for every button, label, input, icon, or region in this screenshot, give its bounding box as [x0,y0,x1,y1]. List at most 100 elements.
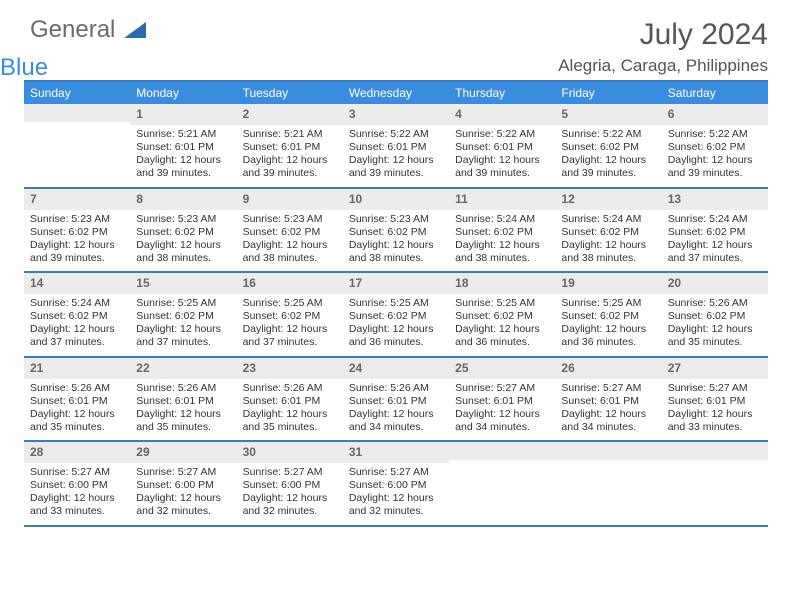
day-number: 19 [555,273,661,294]
sunset-text: Sunset: 6:02 PM [668,141,762,154]
day-body: Sunrise: 5:26 AMSunset: 6:01 PMDaylight:… [24,379,130,441]
sunset-text: Sunset: 6:01 PM [136,141,230,154]
day-cell: 29Sunrise: 5:27 AMSunset: 6:00 PMDayligh… [130,442,236,525]
daylight-text: Daylight: 12 hours and 36 minutes. [349,323,443,349]
day-header-cell: Friday [555,82,661,104]
daylight-text: Daylight: 12 hours and 37 minutes. [243,323,337,349]
daylight-text: Daylight: 12 hours and 39 minutes. [349,154,443,180]
day-cell: 31Sunrise: 5:27 AMSunset: 6:00 PMDayligh… [343,442,449,525]
sunrise-text: Sunrise: 5:23 AM [349,213,443,226]
day-body: Sunrise: 5:23 AMSunset: 6:02 PMDaylight:… [24,210,130,272]
sunrise-text: Sunrise: 5:23 AM [30,213,124,226]
sunset-text: Sunset: 6:02 PM [349,226,443,239]
day-body: Sunrise: 5:21 AMSunset: 6:01 PMDaylight:… [130,125,236,187]
sunset-text: Sunset: 6:02 PM [243,226,337,239]
day-cell: 4Sunrise: 5:22 AMSunset: 6:01 PMDaylight… [449,104,555,187]
day-cell [449,442,555,525]
sunset-text: Sunset: 6:00 PM [30,479,124,492]
day-body: Sunrise: 5:23 AMSunset: 6:02 PMDaylight:… [343,210,449,272]
sunrise-text: Sunrise: 5:25 AM [561,297,655,310]
sunrise-text: Sunrise: 5:22 AM [561,128,655,141]
day-number: 31 [343,442,449,463]
day-cell: 24Sunrise: 5:26 AMSunset: 6:01 PMDayligh… [343,358,449,441]
title-block: July 2024 Alegria, Caraga, Philippines [558,18,768,76]
day-cell: 26Sunrise: 5:27 AMSunset: 6:01 PMDayligh… [555,358,661,441]
day-body: Sunrise: 5:24 AMSunset: 6:02 PMDaylight:… [555,210,661,272]
day-number: 11 [449,189,555,210]
sunrise-text: Sunrise: 5:25 AM [243,297,337,310]
sunset-text: Sunset: 6:01 PM [668,395,762,408]
sunrise-text: Sunrise: 5:27 AM [561,382,655,395]
day-cell: 28Sunrise: 5:27 AMSunset: 6:00 PMDayligh… [24,442,130,525]
sunrise-text: Sunrise: 5:23 AM [136,213,230,226]
day-body: Sunrise: 5:24 AMSunset: 6:02 PMDaylight:… [662,210,768,272]
sunset-text: Sunset: 6:02 PM [561,310,655,323]
day-cell: 1Sunrise: 5:21 AMSunset: 6:01 PMDaylight… [130,104,236,187]
day-cell: 10Sunrise: 5:23 AMSunset: 6:02 PMDayligh… [343,189,449,272]
day-number: 28 [24,442,130,463]
logo: General Blue [24,18,146,66]
day-cell: 5Sunrise: 5:22 AMSunset: 6:02 PMDaylight… [555,104,661,187]
day-cell: 23Sunrise: 5:26 AMSunset: 6:01 PMDayligh… [237,358,343,441]
daylight-text: Daylight: 12 hours and 36 minutes. [455,323,549,349]
day-cell: 9Sunrise: 5:23 AMSunset: 6:02 PMDaylight… [237,189,343,272]
sunset-text: Sunset: 6:01 PM [349,141,443,154]
day-cell: 11Sunrise: 5:24 AMSunset: 6:02 PMDayligh… [449,189,555,272]
sunset-text: Sunset: 6:02 PM [136,226,230,239]
day-body: Sunrise: 5:27 AMSunset: 6:01 PMDaylight:… [449,379,555,441]
day-body: Sunrise: 5:25 AMSunset: 6:02 PMDaylight:… [237,294,343,356]
sunrise-text: Sunrise: 5:26 AM [349,382,443,395]
day-body [555,460,661,469]
daylight-text: Daylight: 12 hours and 35 minutes. [30,408,124,434]
day-number: 18 [449,273,555,294]
sunset-text: Sunset: 6:01 PM [243,141,337,154]
day-body: Sunrise: 5:21 AMSunset: 6:01 PMDaylight:… [237,125,343,187]
daylight-text: Daylight: 12 hours and 39 minutes. [30,239,124,265]
day-number: 29 [130,442,236,463]
daylight-text: Daylight: 12 hours and 39 minutes. [243,154,337,180]
day-cell: 27Sunrise: 5:27 AMSunset: 6:01 PMDayligh… [662,358,768,441]
day-number: 21 [24,358,130,379]
day-number [662,442,768,460]
daylight-text: Daylight: 12 hours and 38 minutes. [349,239,443,265]
day-cell: 13Sunrise: 5:24 AMSunset: 6:02 PMDayligh… [662,189,768,272]
day-cell: 19Sunrise: 5:25 AMSunset: 6:02 PMDayligh… [555,273,661,356]
day-body: Sunrise: 5:24 AMSunset: 6:02 PMDaylight:… [449,210,555,272]
daylight-text: Daylight: 12 hours and 32 minutes. [136,492,230,518]
day-body: Sunrise: 5:25 AMSunset: 6:02 PMDaylight:… [555,294,661,356]
daylight-text: Daylight: 12 hours and 37 minutes. [30,323,124,349]
day-number: 22 [130,358,236,379]
day-body [449,460,555,469]
sunrise-text: Sunrise: 5:24 AM [30,297,124,310]
daylight-text: Daylight: 12 hours and 35 minutes. [243,408,337,434]
daylight-text: Daylight: 12 hours and 33 minutes. [30,492,124,518]
day-body: Sunrise: 5:23 AMSunset: 6:02 PMDaylight:… [130,210,236,272]
daylight-text: Daylight: 12 hours and 36 minutes. [561,323,655,349]
day-number: 8 [130,189,236,210]
week-row: 21Sunrise: 5:26 AMSunset: 6:01 PMDayligh… [24,358,768,443]
day-number: 14 [24,273,130,294]
week-row: 1Sunrise: 5:21 AMSunset: 6:01 PMDaylight… [24,104,768,189]
day-cell: 30Sunrise: 5:27 AMSunset: 6:00 PMDayligh… [237,442,343,525]
day-number: 12 [555,189,661,210]
day-body: Sunrise: 5:27 AMSunset: 6:00 PMDaylight:… [24,463,130,525]
sunrise-text: Sunrise: 5:27 AM [349,466,443,479]
day-cell: 16Sunrise: 5:25 AMSunset: 6:02 PMDayligh… [237,273,343,356]
day-number: 13 [662,189,768,210]
day-body: Sunrise: 5:23 AMSunset: 6:02 PMDaylight:… [237,210,343,272]
sunrise-text: Sunrise: 5:27 AM [455,382,549,395]
day-header-row: SundayMondayTuesdayWednesdayThursdayFrid… [24,82,768,104]
daylight-text: Daylight: 12 hours and 33 minutes. [668,408,762,434]
sunrise-text: Sunrise: 5:26 AM [243,382,337,395]
day-body: Sunrise: 5:27 AMSunset: 6:00 PMDaylight:… [343,463,449,525]
day-header-cell: Saturday [662,82,768,104]
sunset-text: Sunset: 6:02 PM [455,310,549,323]
day-body: Sunrise: 5:22 AMSunset: 6:01 PMDaylight:… [449,125,555,187]
day-header-cell: Thursday [449,82,555,104]
day-number: 9 [237,189,343,210]
day-body: Sunrise: 5:27 AMSunset: 6:00 PMDaylight:… [130,463,236,525]
sunrise-text: Sunrise: 5:25 AM [136,297,230,310]
sunrise-text: Sunrise: 5:27 AM [30,466,124,479]
sunset-text: Sunset: 6:02 PM [349,310,443,323]
day-cell [555,442,661,525]
